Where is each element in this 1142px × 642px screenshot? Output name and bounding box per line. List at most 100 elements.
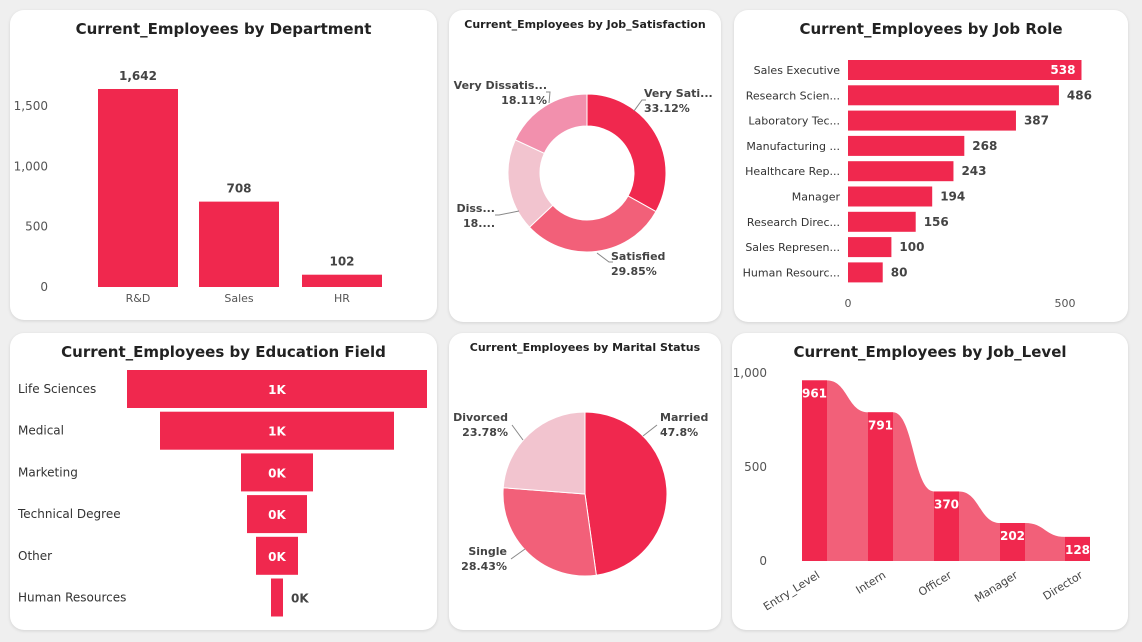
- education-bar-human-resources: [271, 578, 283, 617]
- marital-leader-line-single: [510, 548, 526, 560]
- level-bar-manager: [1000, 523, 1025, 561]
- education-value-label-technical-degree: 0K: [268, 508, 286, 522]
- dept-y-tick: 1,500: [14, 99, 48, 113]
- role-value-label-human-resourc: 80: [891, 265, 908, 279]
- satisfaction-leader-line-satisfied: [596, 252, 613, 263]
- job-role-card: Current_Employees by Job Role Sales Exec…: [734, 10, 1128, 322]
- education-bar-marketing: [241, 453, 313, 492]
- level-category-label-director: Director: [1041, 568, 1086, 603]
- role-category-label-manager: Manager: [792, 191, 841, 204]
- dept-category-label-hr: HR: [334, 292, 350, 305]
- role-value-label-research-scien: 486: [1067, 88, 1092, 102]
- job-satisfaction-chart-title: Current_Employees by Job_Satisfaction: [464, 18, 706, 31]
- level-value-label-entry-level: 961: [802, 386, 827, 400]
- role-category-label-human-resourc: Human Resourc...: [743, 266, 840, 279]
- satisfaction-slice-label-very-sati: Very Sati...: [644, 87, 713, 100]
- role-category-label-laboratory-tec: Laboratory Tec...: [748, 115, 840, 128]
- level-bar-director: [1065, 536, 1090, 561]
- level-value-label-director: 128: [1065, 543, 1090, 557]
- dept-y-tick: 1,000: [14, 159, 48, 173]
- role-bar-sales-executive: [848, 60, 1082, 80]
- level-bar-entry-level: [802, 380, 827, 561]
- department-chart-title: Current_Employees by Department: [75, 20, 372, 38]
- marital-slice-married: [584, 411, 668, 576]
- role-bar-human-resourc: [848, 262, 883, 283]
- education-value-label-life-sciences: 1K: [268, 383, 286, 397]
- marital-status-chart-title: Current_Employees by Marital Status: [469, 341, 701, 354]
- level-category-label-officer: Officer: [916, 568, 954, 599]
- dept-category-label-sales: Sales: [224, 292, 254, 305]
- dept-bar-hr: [302, 274, 382, 287]
- job-role-chart-title: Current_Employees by Job Role: [799, 20, 1063, 38]
- satisfaction-slice-very-dissatis: [514, 93, 588, 154]
- education-category-label-marketing: Marketing: [18, 465, 78, 479]
- satisfaction-slice-pct-very-dissatis: 18.11%: [501, 94, 547, 107]
- marital-status-chart: Married 47.8% Single 28.43% Divorced 23.78%: [453, 411, 708, 577]
- job-satisfaction-card: Current_Employees by Job_Satisfaction Ve…: [449, 10, 721, 322]
- role-bar-research-direc: [848, 211, 916, 232]
- education-value-label-marketing: 0K: [268, 466, 286, 480]
- level-value-label-manager: 202: [1000, 529, 1025, 543]
- level-y-tick: 1,000: [733, 366, 767, 380]
- level-category-label-manager: Manager: [972, 568, 1020, 605]
- role-bar-manager: [848, 186, 933, 207]
- level-y-tick: 0: [759, 554, 767, 568]
- marital-leader-line-married: [642, 424, 658, 437]
- education-category-label-other: Other: [18, 549, 52, 563]
- role-bar-healthcare-rep: [848, 161, 954, 182]
- role-category-label-manufacturing: Manufacturing ...: [746, 140, 840, 153]
- satisfaction-leader-line-diss: [495, 210, 520, 216]
- role-category-label-healthcare-rep: Healthcare Rep...: [745, 165, 840, 178]
- satisfaction-leader-line-very-dissatis: [546, 91, 551, 104]
- job-satisfaction-chart: Very Sati... 33.12% Satisfied 29.85% Diss...…: [454, 79, 713, 278]
- role-value-label-healthcare-rep: 243: [961, 164, 986, 178]
- satisfaction-slice-pct-very-sati: 33.12%: [644, 102, 690, 115]
- marital-slice-pct-divorced: 23.78%: [462, 426, 508, 439]
- marital-slice-divorced: [502, 411, 586, 495]
- satisfaction-leader-line-very-sati: [633, 99, 646, 112]
- marital-slice-single: [502, 487, 597, 577]
- dept-value-label-hr: 102: [329, 255, 354, 269]
- job-level-card: Current_Employees by Job_Level 0 500 1,000…: [732, 333, 1128, 630]
- marital-slice-pct-single: 28.43%: [461, 560, 507, 573]
- role-value-label-laboratory-tec: 387: [1024, 114, 1049, 128]
- dept-bar-sales: [199, 201, 279, 287]
- satisfaction-slice-label-satisfied: Satisfied: [611, 250, 665, 263]
- marital-leader-line-divorced: [511, 424, 524, 441]
- education-field-chart: Life Sciences 1K Medical 1K Marketing 0K Techn…: [17, 370, 427, 617]
- role-bar-manufacturing: [848, 135, 965, 156]
- level-bar-officer: [934, 491, 959, 561]
- job-role-chart: Sales Executive 538 Research Scien... 486 La…: [743, 60, 1092, 310]
- job-level-chart-title: Current_Employees by Job_Level: [793, 343, 1067, 361]
- education-bar-life-sciences: [127, 370, 427, 408]
- education-category-label-life-sciences: Life Sciences: [18, 382, 96, 396]
- role-value-label-manufacturing: 268: [972, 139, 997, 153]
- education-value-label-human-resources: 0K: [291, 592, 309, 606]
- level-bar-intern: [868, 412, 893, 561]
- role-category-label-research-scien: Research Scien...: [746, 89, 840, 102]
- role-x-tick: 0: [845, 297, 852, 310]
- department-chart: 0 500 1,000 1,500 1,642 R&D 708 Sales 102 HR: [14, 69, 382, 305]
- role-bar-sales-represen: [848, 237, 892, 258]
- satisfaction-slice-label-diss: Diss...: [456, 202, 495, 215]
- role-bar-research-scien: [848, 85, 1059, 106]
- level-y-tick: 500: [744, 460, 767, 474]
- marital-status-card: Current_Employees by Marital Status Marr…: [449, 333, 721, 630]
- role-category-label-sales-represen: Sales Represen...: [745, 241, 840, 254]
- dept-y-tick: 0: [40, 280, 48, 294]
- marital-slice-pct-married: 47.8%: [660, 426, 698, 439]
- education-bar-other: [256, 536, 298, 575]
- role-x-tick: 500: [1055, 297, 1076, 310]
- education-bar-medical: [160, 411, 394, 450]
- dept-bar-r-d: [98, 88, 178, 288]
- role-value-label-sales-executive: 538: [1050, 63, 1075, 77]
- education-field-chart-title: Current_Employees by Education Field: [61, 343, 386, 361]
- satisfaction-slice-pct-diss: 18....: [463, 217, 495, 230]
- satisfaction-slice-label-very-dissatis: Very Dissatis...: [454, 79, 547, 92]
- dept-value-label-sales: 708: [226, 182, 251, 196]
- education-bar-technical-degree: [247, 495, 307, 534]
- role-value-label-research-direc: 156: [924, 215, 949, 229]
- dept-category-label-r-d: R&D: [126, 292, 151, 305]
- satisfaction-slice-satisfied: [528, 195, 657, 253]
- dept-y-tick: 500: [25, 220, 48, 234]
